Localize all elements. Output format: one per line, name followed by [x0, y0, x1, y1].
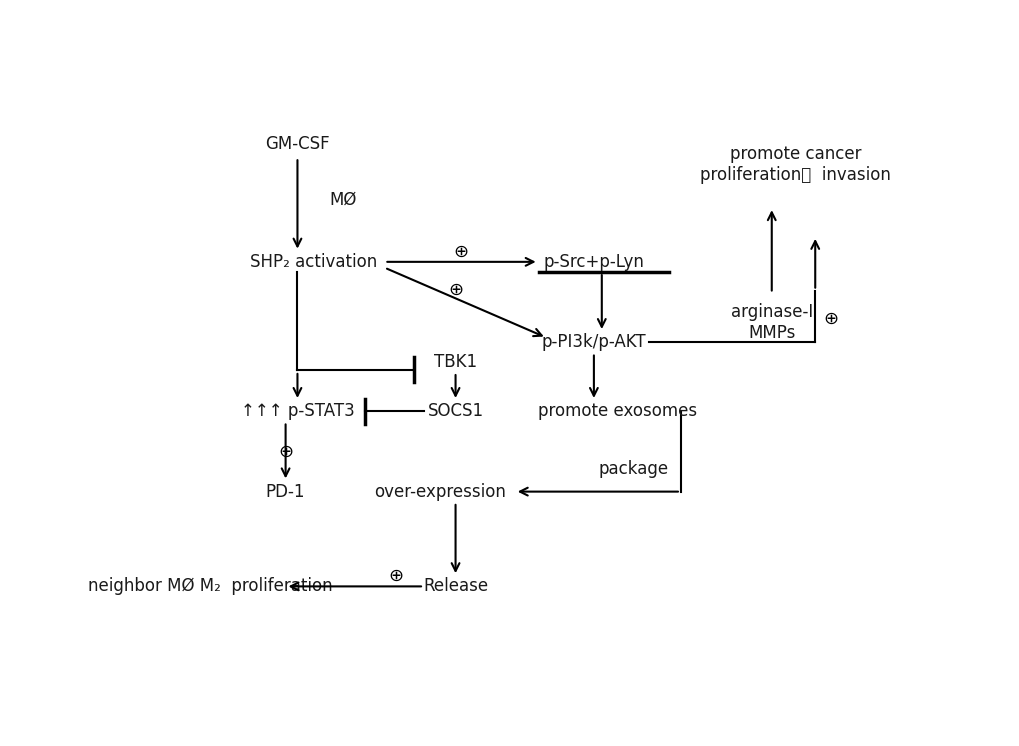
- Text: PD-1: PD-1: [266, 483, 305, 501]
- Text: p-Src+p-Lyn: p-Src+p-Lyn: [543, 253, 644, 271]
- Text: promote cancer
proliferation；  invasion: promote cancer proliferation； invasion: [699, 145, 890, 184]
- Text: MØ: MØ: [329, 191, 356, 209]
- Text: ⊕: ⊕: [278, 442, 292, 460]
- Text: over-expression: over-expression: [373, 483, 505, 501]
- Text: package: package: [598, 460, 667, 477]
- Text: ↑↑↑ p-STAT3: ↑↑↑ p-STAT3: [240, 402, 354, 420]
- Text: ⊕: ⊕: [388, 567, 404, 585]
- Text: arginase-I
MMPs: arginase-I MMPs: [730, 303, 812, 342]
- Text: ⊕: ⊕: [453, 242, 468, 260]
- Text: GM-CSF: GM-CSF: [265, 135, 329, 153]
- Text: neighbor MØ M₂  proliferation: neighbor MØ M₂ proliferation: [88, 577, 332, 595]
- Text: p-PI3k/p-AKT: p-PI3k/p-AKT: [541, 333, 646, 351]
- Text: promote exosomes: promote exosomes: [537, 402, 697, 420]
- Text: TBK1: TBK1: [433, 354, 477, 372]
- Text: SOCS1: SOCS1: [427, 402, 483, 420]
- Text: ⊕: ⊕: [447, 280, 463, 298]
- Text: Release: Release: [423, 577, 488, 595]
- Text: SHP₂ activation: SHP₂ activation: [250, 253, 377, 271]
- Text: ⊕: ⊕: [822, 310, 838, 328]
